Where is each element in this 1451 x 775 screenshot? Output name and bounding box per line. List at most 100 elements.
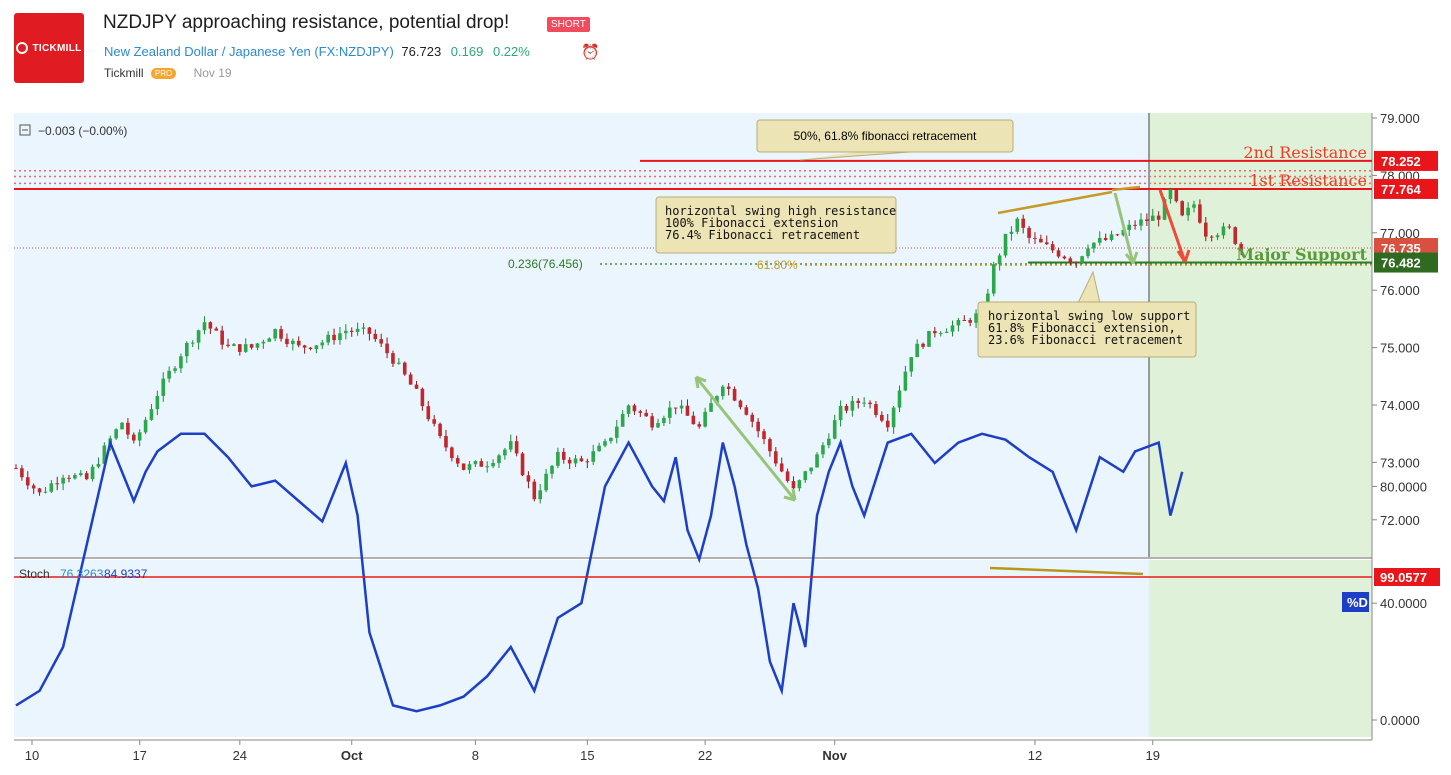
candle-body — [626, 405, 631, 414]
callout-fib-retracement[interactable]: 50%, 61.8% fibonacci retracement — [756, 119, 1014, 161]
author-line: Tickmill PRO Nov 19 — [104, 66, 232, 80]
candle-body — [1115, 234, 1120, 236]
candle-body — [561, 451, 566, 460]
candle-body — [1103, 237, 1108, 240]
candle-body — [662, 417, 666, 424]
candle-body — [426, 406, 431, 420]
time-tick-label: 8 — [472, 748, 479, 763]
candle-body — [1080, 256, 1084, 264]
candle-body — [37, 488, 42, 493]
candle-body — [173, 368, 177, 371]
candle-body — [43, 491, 48, 493]
candle-body — [137, 432, 142, 441]
stoch-tick-label: 40.0000 — [1380, 596, 1427, 611]
instrument-name[interactable]: New Zealand Dollar / Japanese Yen — [104, 44, 311, 59]
candle-body — [897, 390, 902, 408]
candle-body — [1168, 189, 1173, 200]
candle-body — [709, 403, 713, 412]
candle-body — [308, 347, 313, 350]
candle-body — [697, 424, 702, 427]
candle-body — [520, 453, 525, 476]
pro-badge: PRO — [150, 68, 177, 80]
candle-body — [821, 445, 825, 455]
candle-body — [1044, 242, 1049, 245]
stoch-axis-ticks[interactable]: 80.0000 40.0000 0.0000 — [1372, 479, 1427, 728]
candle-body — [986, 293, 990, 309]
candle-body — [921, 343, 925, 347]
candle-body — [1009, 231, 1014, 234]
candle-body — [1056, 250, 1061, 257]
stoch-d-line — [15, 432, 1184, 713]
candle-body — [450, 447, 454, 459]
candle-body — [1162, 199, 1167, 220]
candle-body — [279, 329, 283, 339]
candle-body — [1133, 224, 1137, 226]
candle-body — [756, 421, 760, 432]
candle-body — [78, 473, 83, 475]
candle-body — [314, 345, 319, 350]
candle-body — [603, 441, 607, 446]
overbought-value: 99.0577 — [1380, 570, 1427, 585]
candle-body — [25, 477, 30, 486]
stoch-pane[interactable] — [14, 560, 1372, 737]
candle-body — [155, 395, 160, 410]
candle-body — [114, 429, 118, 439]
overbought-tag: 99.0577 — [1374, 568, 1440, 586]
time-axis-ticks[interactable]: 10 17 24 Oct 8 15 22 Nov 12 19 — [25, 740, 1160, 763]
candle-body — [573, 458, 578, 464]
tickmill-logo[interactable]: TICKMILL — [14, 13, 84, 83]
candle-body — [927, 330, 931, 347]
candle-body — [868, 402, 872, 405]
candle-body — [991, 264, 996, 294]
candle-body — [732, 388, 737, 401]
callout-line: horizontal swing low support — [988, 309, 1190, 323]
candle-body — [14, 468, 18, 470]
candle-body — [485, 466, 489, 468]
candle-body — [479, 461, 484, 467]
callout-line: 61.8% Fibonacci extension, — [988, 321, 1176, 335]
candle-body — [673, 407, 678, 409]
candle-body — [532, 481, 537, 500]
collapse-legend-icon[interactable] — [19, 124, 31, 136]
candle-body — [1233, 227, 1238, 244]
candle-body — [179, 356, 183, 369]
alert-clock-icon[interactable]: ⏰ — [581, 44, 600, 61]
candle-body — [497, 455, 501, 463]
publish-date: Nov 19 — [193, 66, 232, 80]
candle-body — [397, 362, 401, 364]
candle-body — [638, 411, 643, 413]
candle-body — [1174, 189, 1179, 202]
instrument-symbol[interactable]: (FX:NZDJPY) — [314, 44, 394, 59]
trend-arrow-green — [694, 376, 797, 501]
author-name[interactable]: Tickmill — [104, 66, 144, 80]
candle-body — [744, 407, 749, 415]
candle-body — [1145, 219, 1149, 221]
callout-swing-high[interactable]: horizontal swing high resistance 100% Fib… — [655, 196, 897, 254]
price-tag-box — [1374, 150, 1438, 171]
swing-high-trendline — [997, 190, 1113, 215]
price-axis-ticks[interactable]: 79.00078.00077.00076.00075.00074.00073.0… — [1372, 111, 1420, 528]
candle-body — [803, 471, 808, 481]
candle-body — [373, 333, 378, 340]
candle-body — [503, 449, 507, 456]
price-tick-label: 75.000 — [1380, 341, 1420, 356]
candle-body — [862, 402, 866, 404]
logo-mark-icon — [16, 42, 29, 54]
candle-body — [1086, 248, 1090, 257]
candle-body — [956, 319, 961, 326]
logo-text: TICKMILL — [32, 42, 82, 54]
candle-body — [455, 458, 460, 464]
candle-body — [261, 341, 266, 344]
candle-body — [1068, 258, 1073, 263]
candle-body — [1097, 237, 1102, 243]
candle-body — [856, 400, 861, 404]
candle-body — [785, 471, 790, 482]
candlestick-series — [14, 187, 1243, 504]
candle-body — [285, 338, 289, 345]
candle-body — [827, 438, 831, 446]
candle-body — [944, 331, 949, 333]
arrow-head-icon — [1176, 249, 1191, 263]
second-resistance-label: 2nd Resistance — [1243, 143, 1367, 162]
callout-swing-low[interactable]: horizontal swing low support 61.8% Fibona… — [977, 270, 1197, 358]
